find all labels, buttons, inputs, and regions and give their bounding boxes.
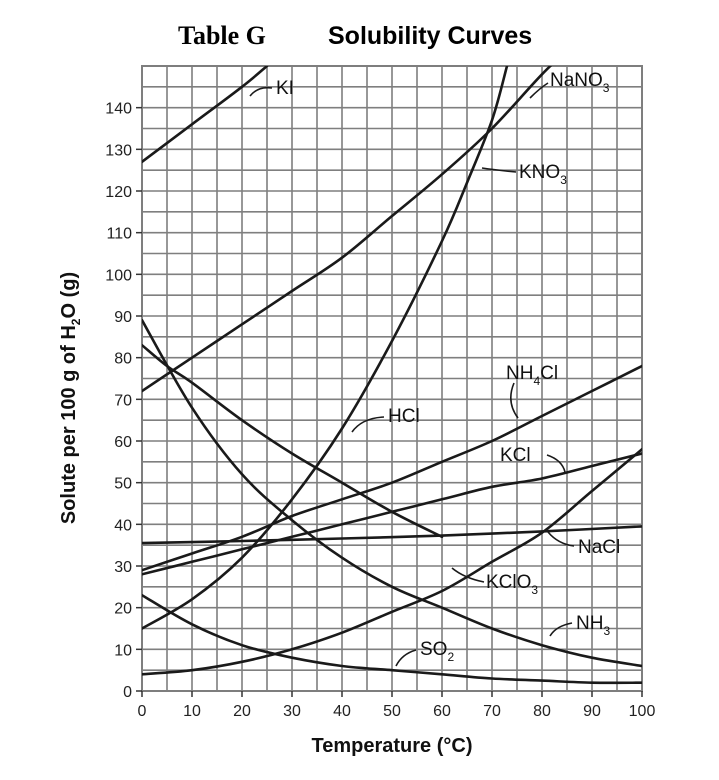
- y-tick-label: 90: [114, 309, 132, 326]
- y-tick-label: 140: [105, 101, 132, 118]
- table-label: Table G: [178, 21, 266, 50]
- y-tick-label: 130: [105, 142, 132, 159]
- y-tick-label: 60: [114, 434, 132, 451]
- chart-title: Solubility Curves: [328, 22, 532, 50]
- y-tick-label: 100: [105, 267, 132, 284]
- y-tick-label: 40: [114, 517, 132, 534]
- y-tick-label: 0: [123, 684, 132, 701]
- y-tick-label: 50: [114, 476, 132, 493]
- x-axis-label: Temperature (°C): [312, 735, 473, 757]
- label-KI: KI: [276, 78, 294, 99]
- x-tick-label: 50: [383, 703, 401, 720]
- grid: [142, 66, 642, 691]
- label-HCl: HCl: [388, 406, 420, 427]
- y-tick-label: 80: [114, 351, 132, 368]
- label-KCl: KCl: [500, 445, 531, 466]
- y-tick-label: 120: [105, 184, 132, 201]
- x-tick-label: 20: [233, 703, 251, 720]
- x-tick-label: 30: [283, 703, 301, 720]
- x-tick-label: 10: [183, 703, 201, 720]
- x-tick-label: 40: [333, 703, 351, 720]
- x-tick-label: 0: [138, 703, 147, 720]
- x-tick-label: 90: [583, 703, 601, 720]
- x-tick-label: 100: [629, 703, 656, 720]
- label-NaCl: NaCl: [578, 537, 620, 558]
- x-tick-label: 70: [483, 703, 501, 720]
- y-axis-label: Solute per 100 g of H2O (g): [58, 272, 83, 524]
- y-tick-label: 10: [114, 642, 132, 659]
- y-tick-label: 20: [114, 601, 132, 618]
- x-tick-label: 80: [533, 703, 551, 720]
- y-tick-label: 30: [114, 559, 132, 576]
- x-tick-label: 60: [433, 703, 451, 720]
- y-tick-label: 110: [106, 226, 132, 243]
- y-tick-label: 70: [114, 392, 132, 409]
